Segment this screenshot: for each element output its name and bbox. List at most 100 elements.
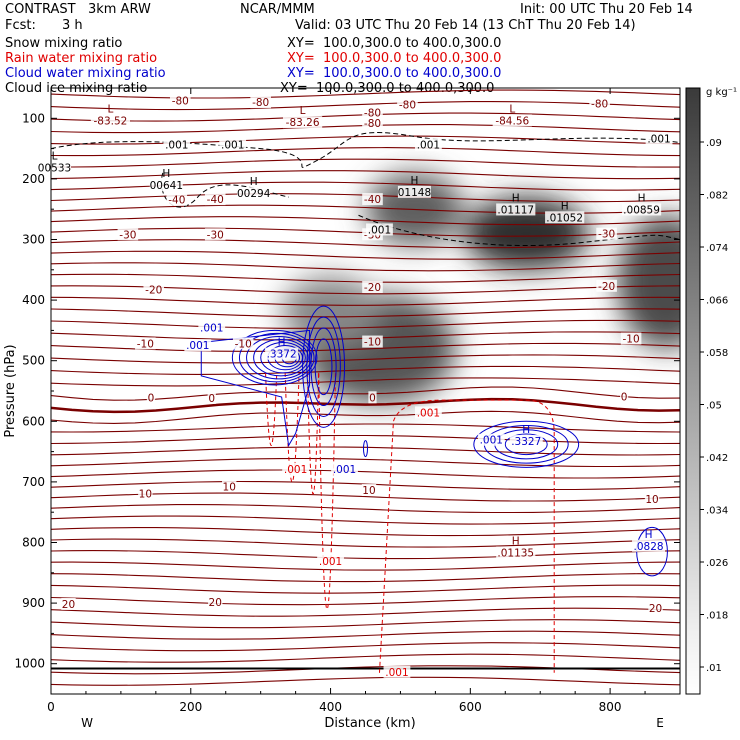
rain-label-1-bg [317, 554, 344, 567]
isotherm-label-20-bg [146, 391, 156, 404]
isotherm-label-27-bg [644, 493, 660, 506]
extremum-value-10-bg [265, 347, 299, 360]
isotherm-label-22: 0 [369, 392, 376, 404]
x-axis-label: Distance (km) [324, 716, 415, 731]
extremum-value-4: 00641 [150, 180, 183, 192]
cloud-water-label-2-bg [331, 462, 358, 475]
extremum-value-2: -84.56 [495, 115, 529, 127]
extremum-marker-6: H [410, 175, 418, 187]
colorbar-tick-label-1: .018 [706, 611, 728, 622]
field-name-rain: Rain water mixing ratio [5, 51, 158, 66]
y-axis-label: Pressure (hPa) [3, 344, 18, 437]
cloud-water-ring-east-0 [473, 420, 580, 468]
isotherm-27 [51, 397, 680, 414]
cloud-water-column-2 [310, 327, 337, 407]
rain-contour-east [378, 399, 555, 673]
cloud-water-column-1 [306, 316, 341, 417]
model-title: CONTRAST 3km ARW [5, 2, 151, 17]
extremum-marker-1: L [300, 105, 306, 117]
isotherm-44 [51, 596, 680, 606]
isotherm-label-6-bg [166, 193, 188, 206]
isotherm-23 [51, 354, 680, 364]
rain-label-2: .001 [417, 407, 440, 419]
data-source: NCAR/MMM [240, 2, 315, 17]
extremum-value-10: .3372 [267, 349, 297, 361]
extremum-marker-3: L [52, 151, 58, 163]
colorbar-scale [685, 87, 701, 695]
isotherm-label-16-bg [135, 337, 156, 350]
isotherm-label-14: -20 [364, 282, 381, 294]
cloud-water-ring-west-4 [260, 342, 306, 374]
colorbar-tick-label-5: .05 [706, 401, 722, 412]
isotherm-label-9-bg [117, 228, 139, 241]
isotherm-label-10: -30 [207, 229, 224, 241]
x-tick-label-4: 800 [599, 700, 622, 714]
isotherm-41 [51, 561, 680, 571]
isotherm-label-15: -20 [598, 281, 615, 293]
extremum-value-1: -83.26 [286, 117, 320, 129]
extremum-marker-13: H [512, 535, 520, 547]
extremum-marker-4: H [162, 168, 170, 180]
y-tick-label-1: 200 [22, 172, 45, 186]
cloud-water-column-0 [302, 305, 346, 428]
extremum-value-5: 00294 [237, 188, 271, 200]
isotherm-25 [51, 377, 680, 387]
isotherm-28 [51, 410, 680, 424]
valid-time: Valid: 03 UTC Thu 20 Feb 14 (13 ChT Thu … [295, 18, 636, 33]
isotherm-label-3: -80 [591, 98, 608, 110]
isotherm-label-5-bg [362, 116, 383, 129]
isotherm-51 [51, 676, 680, 686]
isotherm-label-14-bg [362, 281, 383, 294]
cloud-ice-contour-upper [51, 132, 680, 168]
y-tick-label-2: 300 [22, 233, 45, 247]
isotherm-label-23: 0 [621, 392, 628, 404]
isotherm-label-0-bg [169, 94, 191, 107]
extremum-value-8: .01052 [546, 212, 583, 224]
rain-spike-3 [306, 372, 320, 495]
isotherm-label-7-bg [204, 193, 226, 206]
isotherm-24 [51, 365, 680, 375]
extremum-value-7-bg [496, 203, 536, 216]
isotherm-label-19: -10 [622, 334, 639, 346]
isotherm-29 [51, 423, 680, 433]
isotherm-label-16: -10 [137, 338, 154, 350]
isotherm-label-30: 20 [649, 603, 662, 615]
isotherm-6 [51, 158, 680, 168]
colorbar-tick-label-6: .058 [706, 348, 728, 359]
isotherm-label-5: -80 [364, 118, 381, 130]
isotherm-37 [51, 515, 680, 525]
rain-label-1: .001 [319, 556, 342, 568]
colorbar-tick-label-9: .082 [706, 191, 728, 202]
extremum-value-13-bg [496, 546, 536, 559]
rain-spike-1 [265, 372, 278, 447]
isotherm-8 [51, 181, 680, 191]
extremum-value-0-bg [90, 114, 131, 127]
y-tick-label-5: 600 [22, 414, 45, 428]
colorbar-tick-label-2: .026 [706, 558, 728, 569]
isotherm-18 [51, 296, 680, 306]
y-tick-label-0: 100 [22, 111, 45, 125]
isotherm-43 [51, 584, 680, 594]
isotherm-5 [51, 147, 680, 157]
extremum-marker-11: H [522, 424, 530, 436]
isotherm-19 [51, 308, 680, 318]
extremum-value-4-bg [149, 179, 183, 192]
isotherm-label-26: 10 [362, 485, 375, 497]
isotherm-label-12-bg [596, 227, 617, 240]
isotherm-label-8-bg [362, 193, 383, 206]
extremum-marker-2: L [509, 103, 515, 115]
east-label: E [656, 716, 664, 730]
extremum-value-8-bg [545, 211, 585, 224]
isotherm-label-29-bg [208, 596, 223, 609]
cloud-water-label-1: .001 [186, 340, 209, 352]
isotherm-15 [51, 262, 680, 272]
isotherm-label-28: 20 [62, 599, 75, 611]
isotherm-label-2: -80 [399, 100, 416, 112]
isotherm-label-27: 10 [645, 494, 658, 506]
cloud-water-ring-west-0 [231, 329, 318, 386]
isotherm-label-9: -30 [119, 229, 136, 241]
x-tick-label-3: 600 [459, 700, 482, 714]
axes: 0 200 400 600 800100200300400500600700800900… [14, 87, 681, 714]
isotherm-label-29: 20 [209, 597, 222, 609]
